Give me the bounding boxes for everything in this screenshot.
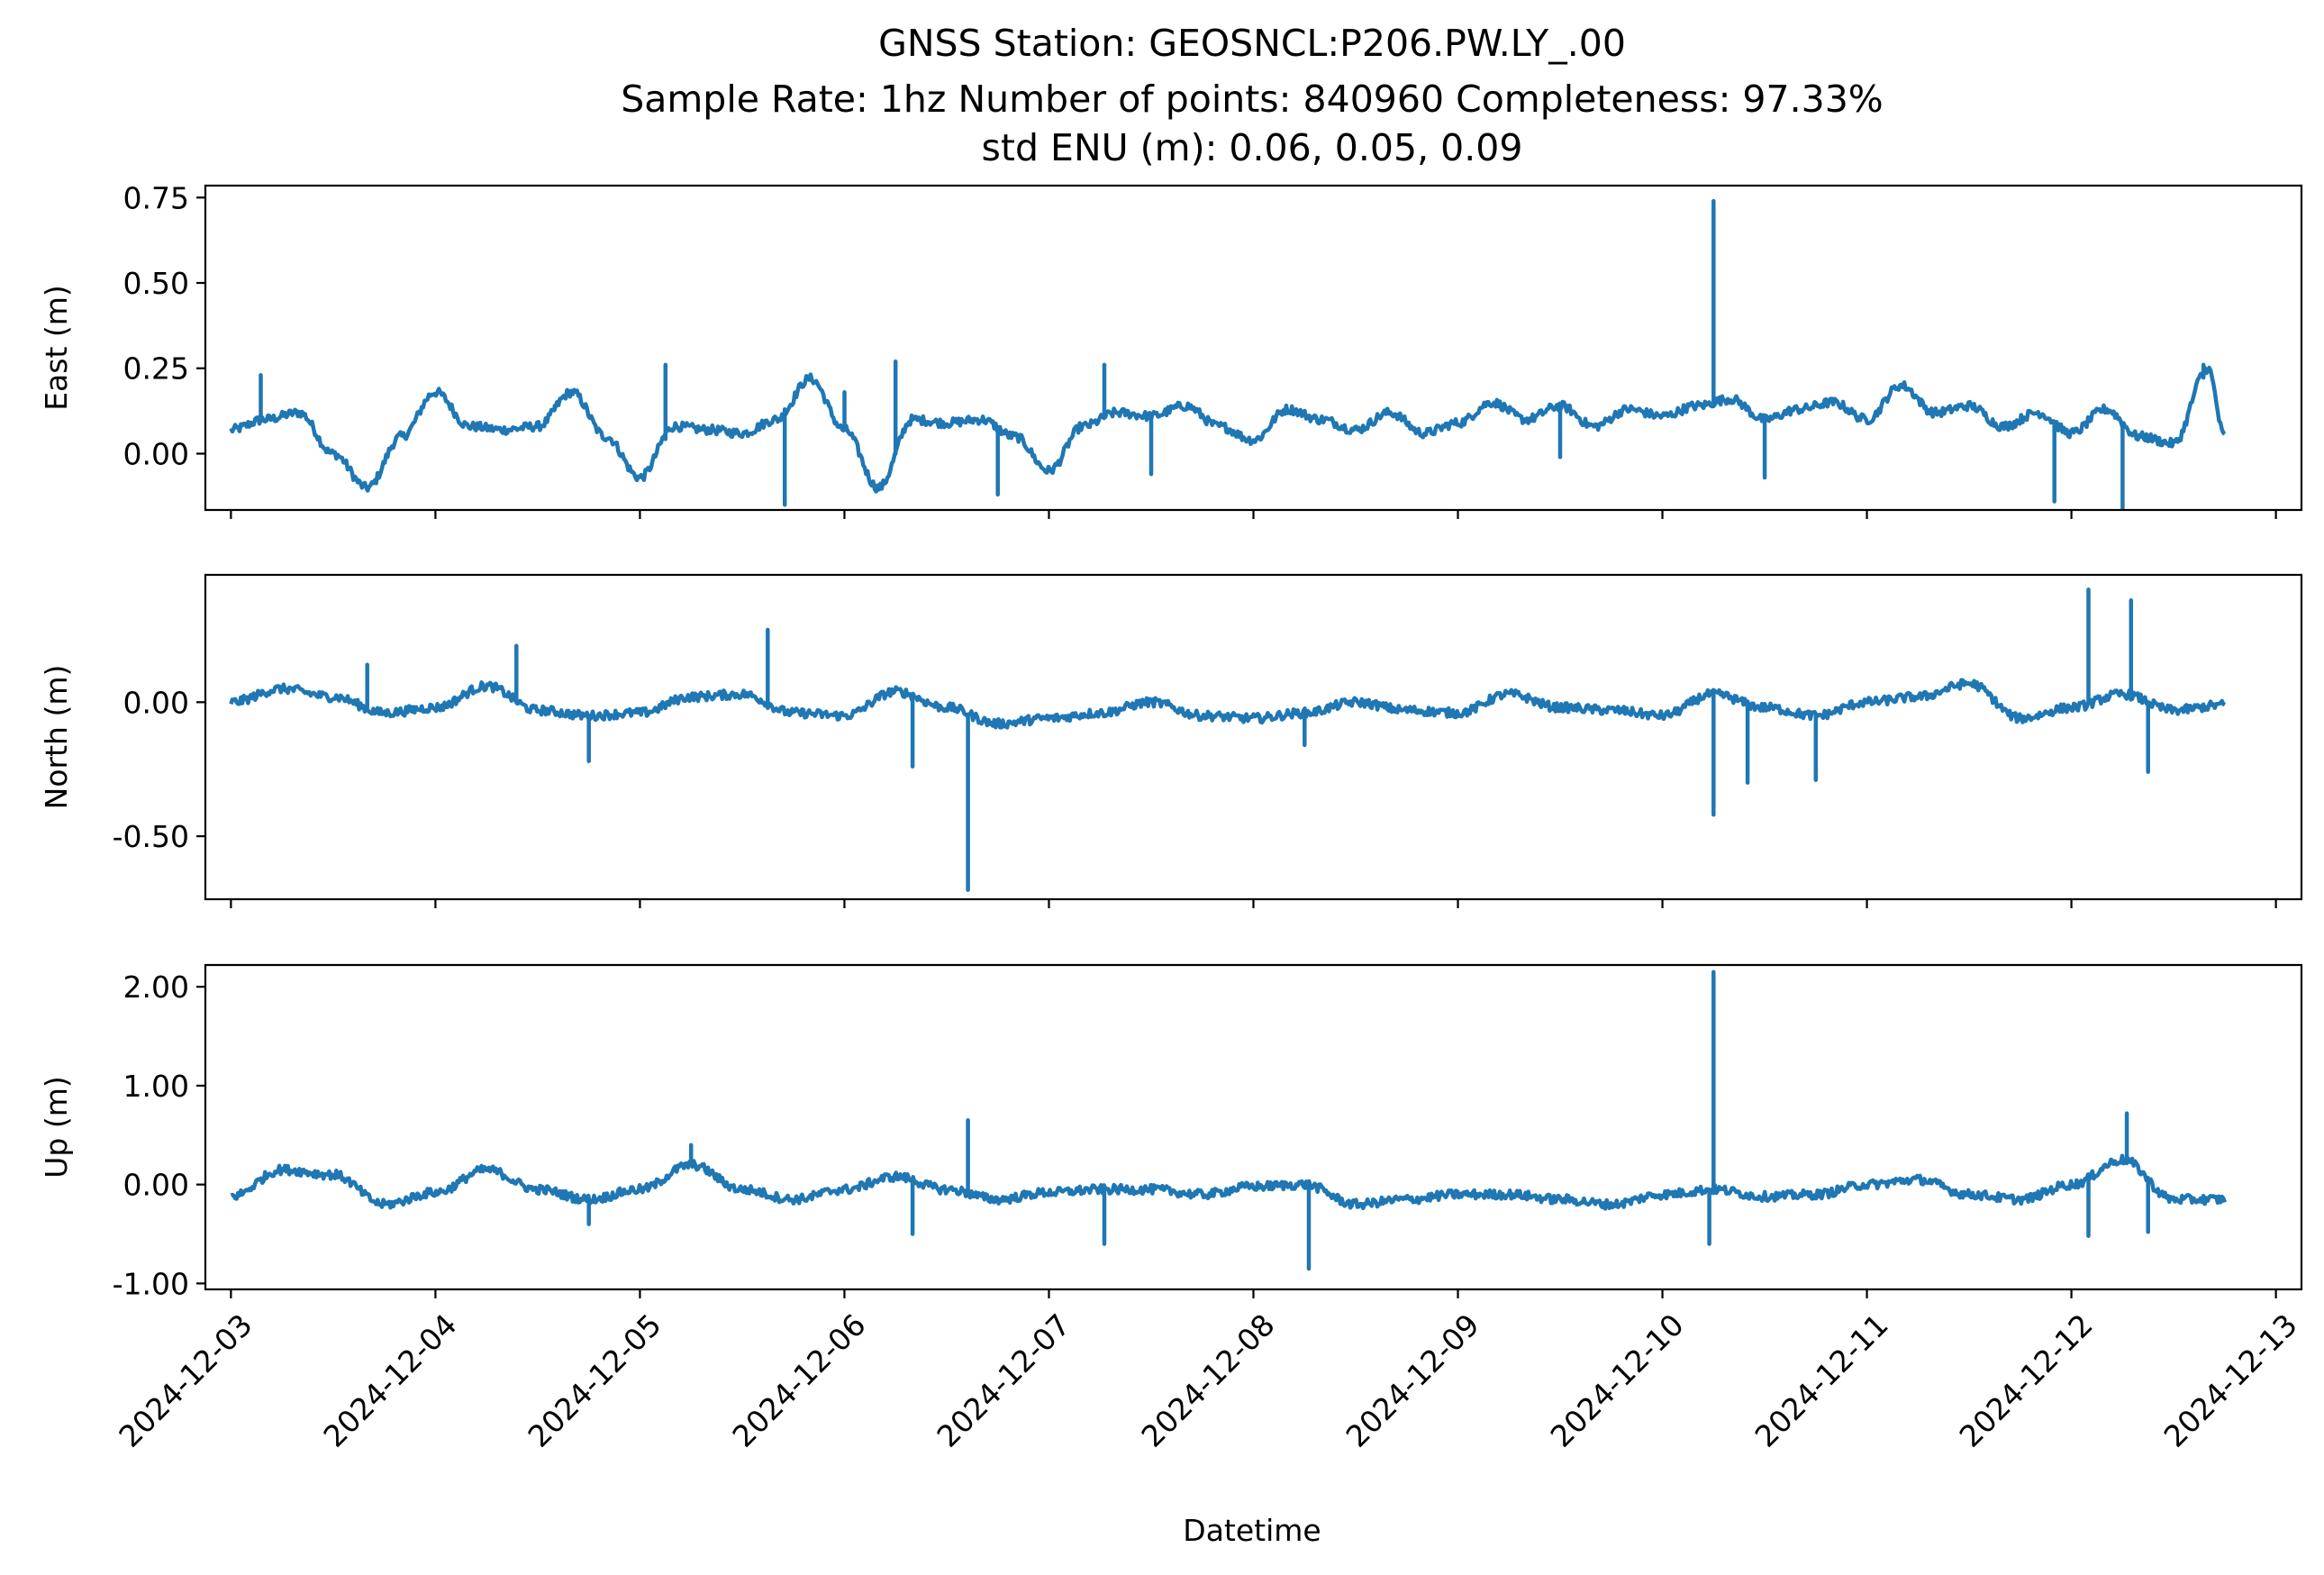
east-panel: 0.00 0.25 0.50 0.75 East (m) [39,180,2303,519]
up-y-tick-label: 2.00 [123,970,189,1005]
north-series-line [229,678,2227,730]
title-line-1: GNSS Station: GEOSNCL:P206.PW.LY_.00 [878,22,1626,65]
east-y-tick-label: 0.00 [123,436,189,471]
up-y-tick-label: 0.00 [123,1168,189,1203]
east-y-axis-label: East (m) [39,285,74,411]
title-line-3: std ENU (m): 0.06, 0.05, 0.09 [982,126,1523,169]
east-y-tick-label: 0.25 [123,351,189,387]
north-y-tick-label: 0.00 [123,685,189,720]
east-y-tick-label: 0.50 [123,266,189,301]
up-y-tick-label: -1.00 [113,1266,189,1301]
east-y-tick-label: 0.75 [123,180,189,215]
north-y-axis-label: North (m) [39,665,74,810]
x-axis-label: Datetime [1183,1513,1321,1548]
north-panel: -0.50 0.00 North (m) [39,573,2303,908]
up-series-line [230,1153,2228,1211]
chart-title: GNSS Station: GEOSNCL:P206.PW.LY_.00 Sam… [621,22,1884,169]
east-series-line [229,365,2227,494]
north-y-tick-label: -0.50 [113,819,189,854]
title-line-2: Sample Rate: 1hz Number of points: 84096… [621,77,1884,121]
up-y-tick-label: 1.00 [123,1069,189,1104]
up-y-axis-label: Up (m) [39,1076,74,1179]
